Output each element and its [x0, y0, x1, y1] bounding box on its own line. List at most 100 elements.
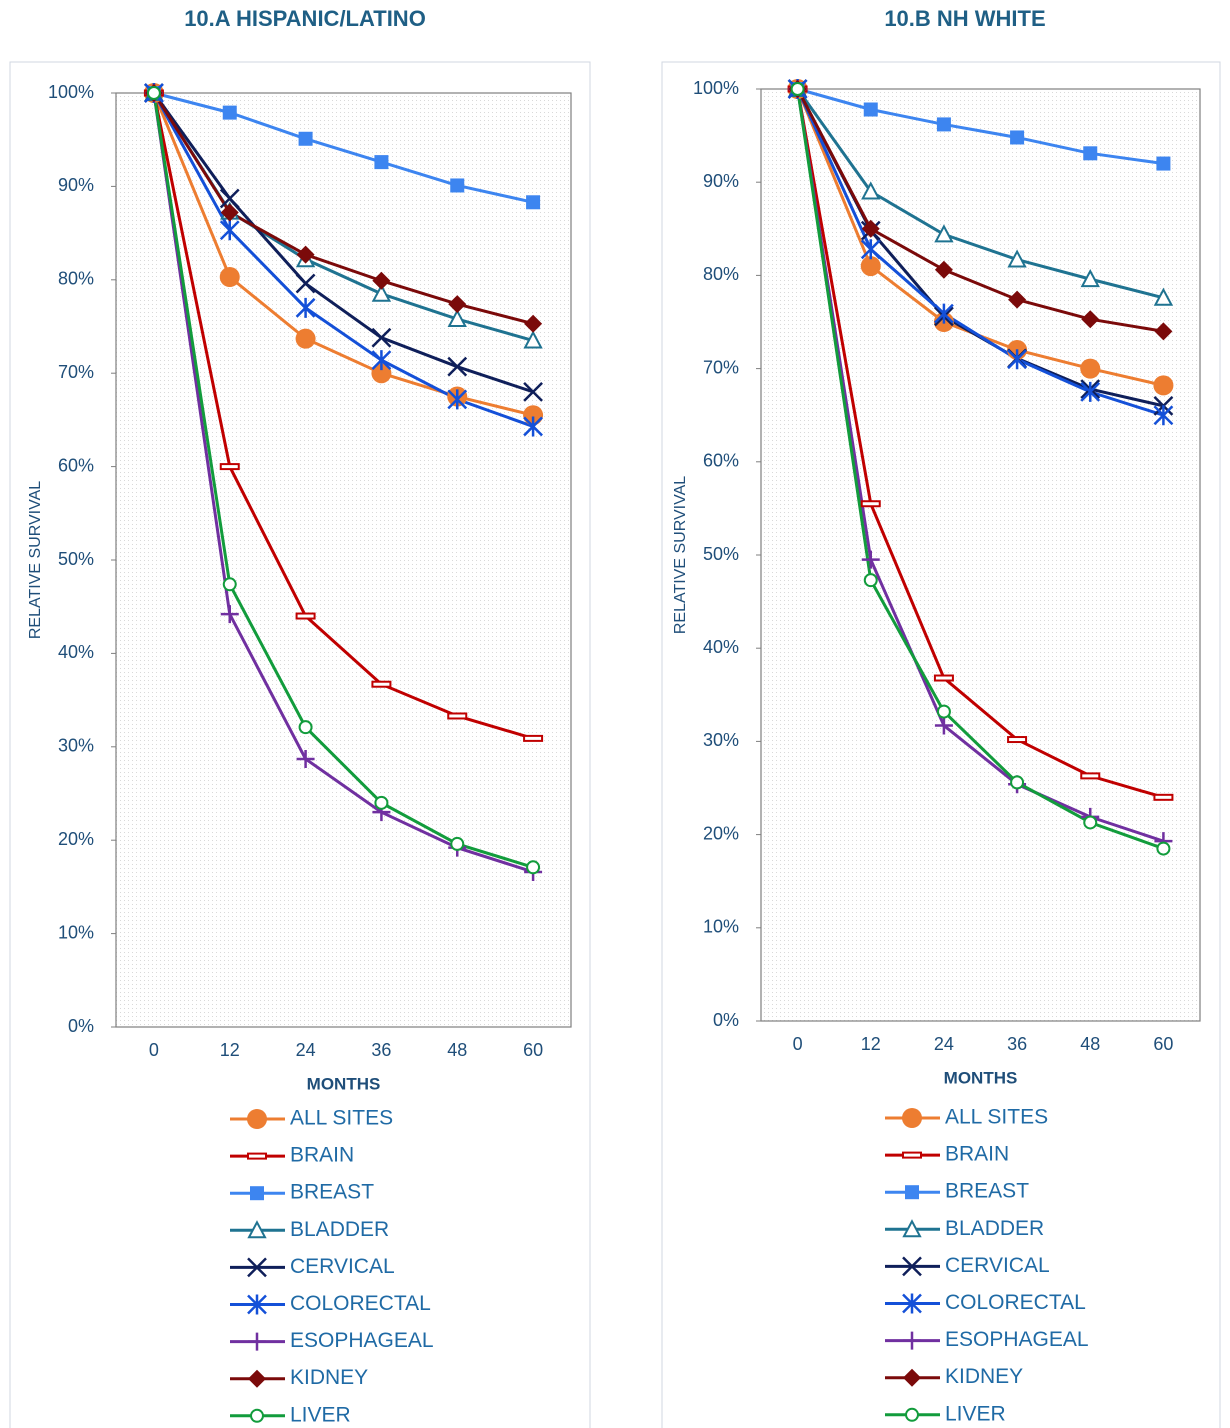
x-tick-label: 12	[220, 1040, 240, 1060]
data-point	[1010, 130, 1025, 145]
data-point	[860, 256, 881, 277]
data-point	[372, 271, 391, 290]
data-point	[861, 219, 880, 238]
data-point	[1153, 405, 1174, 426]
series-line	[796, 88, 1164, 843]
data-point	[374, 795, 389, 810]
data-point	[523, 381, 543, 402]
legend-label: ALL SITES	[945, 1106, 1048, 1129]
x-axis-label: MONTHS	[307, 1074, 381, 1093]
legend-marker	[250, 1186, 264, 1201]
data-point	[1156, 841, 1171, 856]
data-point	[1080, 381, 1101, 402]
y-tick-label: 30%	[58, 736, 94, 756]
legend-marker	[902, 1151, 922, 1159]
series-line	[796, 88, 1164, 417]
legend-marker	[902, 1256, 922, 1277]
y-tick-label: 50%	[58, 549, 94, 569]
y-tick-label: 60%	[703, 451, 739, 471]
legend-marker	[247, 1220, 267, 1239]
data-point	[371, 283, 392, 302]
y-axis-label: RELATIVE SURVIVAL	[27, 481, 44, 639]
data-point	[146, 86, 161, 100]
data-point	[860, 239, 881, 260]
series-line	[796, 88, 1164, 850]
data-point	[1007, 736, 1028, 744]
data-point	[526, 860, 541, 875]
data-point	[371, 327, 392, 348]
y-tick-label: 80%	[703, 264, 739, 284]
data-point	[298, 131, 313, 146]
chart-title: 10.A HISPANIC/LATINO	[184, 6, 426, 31]
data-point	[1081, 310, 1100, 329]
x-tick-label: 48	[1080, 1034, 1100, 1054]
series-line	[152, 92, 534, 740]
legend-label: BRAIN	[945, 1143, 1009, 1166]
y-tick-label: 50%	[703, 544, 739, 564]
y-tick-label: 0%	[68, 1016, 94, 1036]
series-line	[152, 92, 534, 394]
data-point	[1007, 249, 1027, 268]
y-tick-label: 60%	[58, 455, 94, 475]
legend-label: LIVER	[290, 1403, 351, 1426]
data-point	[219, 463, 240, 471]
data-point	[447, 308, 467, 328]
data-point	[296, 245, 315, 264]
legend-marker	[247, 1294, 267, 1315]
y-tick-label: 0%	[713, 1010, 739, 1030]
legend-label: KIDNEY	[945, 1365, 1023, 1388]
y-tick-label: 10%	[703, 917, 739, 937]
legend-label: ALL SITES	[290, 1107, 393, 1130]
legend-label: BREAST	[945, 1180, 1029, 1203]
legend-marker	[905, 1185, 919, 1200]
legend-label: BLADDER	[945, 1217, 1044, 1240]
legend-label: CERVICAL	[290, 1255, 395, 1278]
y-tick-label: 90%	[703, 171, 739, 191]
legend-marker	[248, 1369, 266, 1388]
data-point	[295, 273, 316, 294]
legend-label: KIDNEY	[290, 1366, 368, 1389]
y-tick-label: 80%	[58, 269, 94, 289]
data-point	[934, 224, 954, 243]
chart-title: 10.B NH WHITE	[884, 6, 1045, 31]
legend-marker	[248, 1332, 266, 1351]
data-point	[374, 155, 389, 170]
x-tick-label: 0	[793, 1034, 803, 1054]
series-line	[152, 92, 534, 869]
data-point	[1007, 349, 1027, 370]
x-tick-label: 60	[523, 1040, 543, 1060]
legend-label: BREAST	[290, 1181, 374, 1204]
data-point	[220, 203, 239, 222]
y-tick-label: 20%	[703, 823, 739, 843]
legend-marker	[902, 1219, 922, 1238]
data-point	[934, 716, 953, 735]
data-point	[295, 297, 316, 318]
data-point	[1156, 156, 1171, 171]
data-point	[1083, 146, 1098, 161]
data-point	[861, 550, 880, 569]
x-tick-label: 0	[149, 1040, 159, 1060]
data-point	[222, 105, 237, 120]
y-tick-label: 40%	[703, 637, 739, 657]
data-point	[447, 356, 468, 377]
x-tick-label: 36	[371, 1040, 391, 1060]
data-point	[295, 328, 316, 349]
data-point	[526, 195, 541, 210]
series-line	[796, 88, 1164, 300]
series-line	[796, 88, 1164, 799]
data-point	[523, 416, 543, 437]
data-point	[1010, 775, 1025, 790]
x-tick-label: 48	[447, 1040, 467, 1060]
data-point	[448, 295, 467, 314]
legend-label: ESOPHAGEAL	[945, 1328, 1089, 1351]
legend-label: LIVER	[945, 1402, 1006, 1425]
y-tick-label: 40%	[58, 642, 94, 662]
legend-label: BLADDER	[290, 1218, 389, 1241]
series-line	[796, 88, 1164, 333]
data-point	[936, 117, 951, 132]
y-tick-label: 70%	[703, 357, 739, 377]
data-point	[219, 266, 240, 287]
data-point	[219, 188, 240, 209]
legend-label: ESOPHAGEAL	[290, 1329, 434, 1352]
